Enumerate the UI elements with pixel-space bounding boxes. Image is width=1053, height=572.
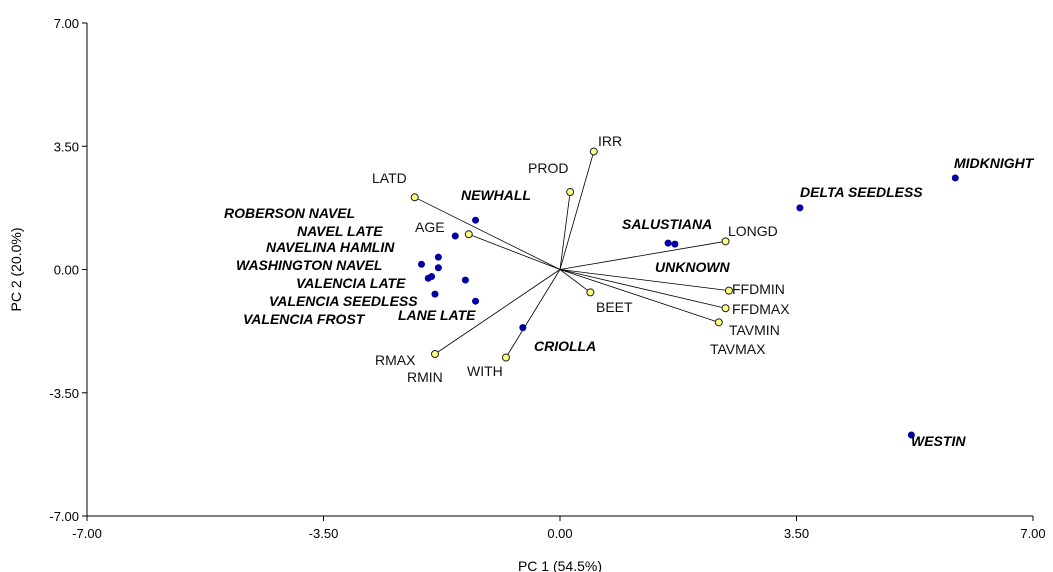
vector-latd: [414, 196, 561, 270]
x-tick-label: 3.50: [784, 526, 809, 541]
x-tick-label: -3.50: [309, 526, 339, 541]
variable-vectors: [414, 151, 729, 358]
observation-point: [461, 276, 469, 284]
observation-point: [434, 253, 442, 261]
x-tick-label: 0.00: [547, 526, 572, 541]
x-axis-title: PC 1 (54.5%): [518, 558, 602, 572]
y-tick-label: -3.50: [49, 386, 79, 401]
variable-label-ffdmax: FFDMAX: [732, 301, 790, 317]
observation-point: [431, 290, 439, 298]
variable-point-ffdmax: [721, 304, 730, 313]
x-tick-label: 7.00: [1020, 526, 1045, 541]
variable-point-latd: [410, 193, 419, 202]
y-tick-label: 7.00: [54, 16, 79, 31]
y-axis-title: PC 2 (20.0%): [8, 227, 24, 311]
vector-beet: [559, 269, 591, 293]
vector-age: [468, 233, 561, 270]
observation-point: [434, 264, 442, 272]
variable-point-beet: [586, 288, 595, 297]
vector-irr: [559, 151, 595, 270]
observation-label: NAVELINA HAMLIN: [266, 239, 395, 255]
observation-label: NEWHALL: [461, 187, 531, 203]
variable-point-rmax: [430, 350, 439, 359]
observation-point: [796, 204, 804, 212]
observation-point: [451, 232, 459, 240]
observation-label: SALUSTIANA: [622, 216, 712, 232]
vector-with: [505, 269, 561, 358]
observation-label: VALENCIA FROST: [243, 311, 366, 327]
observation-label: VALENCIA LATE: [296, 275, 406, 291]
observation-label: UNKNOWN: [655, 259, 731, 275]
vector-prod: [559, 191, 571, 270]
observation-label: WASHINGTON NAVEL: [236, 257, 383, 273]
vector-rmax: [434, 269, 561, 355]
observation-point: [664, 239, 672, 247]
observation-label: LANE LATE: [398, 307, 476, 323]
axes: -7.00 -3.50 0.00 3.50 7.00 -7.00 -3.50 0.00 3.50…: [49, 16, 1045, 541]
variable-label-latd: LATD: [372, 170, 407, 186]
observation-point: [424, 274, 432, 282]
observation-point: [907, 431, 915, 439]
y-tick-label: -7.00: [49, 509, 79, 524]
variable-point-with: [501, 353, 510, 362]
vector-ffdmin: [559, 269, 729, 292]
y-tick-label: 3.50: [54, 139, 79, 154]
observation-label: NAVEL LATE: [297, 223, 383, 239]
observation-point: [417, 260, 425, 268]
variable-label-tavmin: TAVMIN: [729, 322, 780, 338]
observation-point: [519, 324, 527, 332]
observation-point: [472, 216, 480, 224]
vector-longd: [559, 240, 726, 270]
observation-points: [417, 174, 959, 439]
variable-label-rmin: RMIN: [407, 369, 443, 385]
variable-labels: IRR PROD LATD AGE LONGD FFDMIN FFDMAX TAVMIN BEE…: [372, 133, 790, 385]
observation-labels: MIDKNIGHT DELTA SEEDLESS SALUSTIANA UNKNOWN…: [224, 155, 1035, 449]
y-tick-label: 0.00: [54, 263, 79, 278]
observation-label: VALENCIA SEEDLESS: [269, 293, 418, 309]
observation-label: ROBERSON NAVEL: [224, 205, 355, 221]
observation-point: [671, 240, 679, 248]
observation-label: MIDKNIGHT: [954, 155, 1035, 171]
variable-point-tavmin: [714, 318, 723, 327]
observation-label: CRIOLLA: [534, 338, 596, 354]
variable-label-ffdmin: FFDMIN: [732, 281, 785, 297]
vector-ffdmax: [559, 269, 726, 309]
variable-point-ffdmin: [724, 286, 733, 295]
variable-label-age: AGE: [415, 219, 445, 235]
variable-label-with: WITH: [467, 363, 503, 379]
variable-label-prod: PROD: [528, 160, 568, 176]
vector-tavmin: [559, 269, 719, 323]
observation-label: WESTIN: [911, 433, 966, 449]
variable-label-rmax: RMAX: [375, 352, 416, 368]
variable-label-beet: BEET: [596, 299, 633, 315]
observation-point: [472, 297, 480, 305]
variable-point-prod: [566, 188, 575, 197]
variable-point-irr: [589, 147, 598, 156]
x-tick-label: -7.00: [72, 526, 102, 541]
observation-point: [951, 174, 959, 182]
observation-label: DELTA SEEDLESS: [800, 184, 923, 200]
variable-label-tavmax: TAVMAX: [710, 341, 766, 357]
variable-point-longd: [721, 237, 730, 246]
variable-label-longd: LONGD: [728, 223, 778, 239]
variable-points: [410, 147, 733, 362]
variable-point-age: [464, 230, 473, 239]
variable-label-irr: IRR: [598, 133, 622, 149]
